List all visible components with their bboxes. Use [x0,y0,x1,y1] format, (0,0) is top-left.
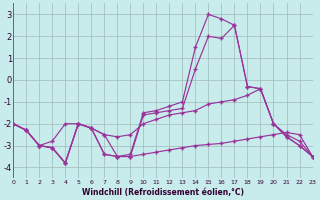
X-axis label: Windchill (Refroidissement éolien,°C): Windchill (Refroidissement éolien,°C) [82,188,244,197]
